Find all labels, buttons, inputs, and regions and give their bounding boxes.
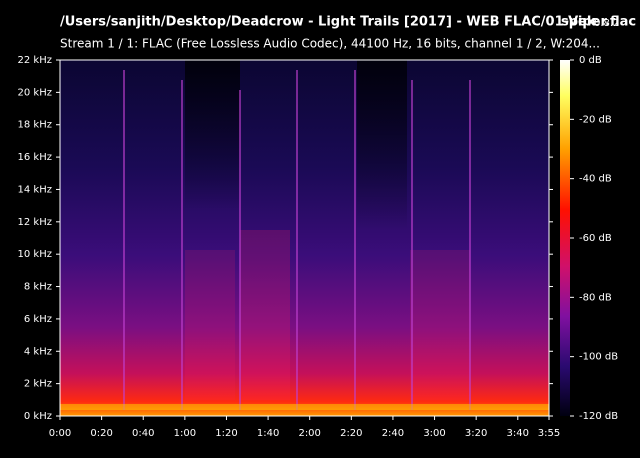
app-name: spek	[561, 15, 596, 30]
chart-title: /Users/sanjith/Desktop/Deadcrow - Light …	[60, 15, 636, 30]
x-tick-label: 3:55	[538, 428, 560, 439]
x-tick-label: 1:40	[257, 428, 279, 439]
y-tick-label: 2 kHz	[24, 379, 52, 390]
colorbar-tick-label: -80 dB	[579, 292, 612, 303]
x-tick-label: 3:00	[423, 428, 445, 439]
subtitle: Stream 1 / 1: FLAC (Free Lossless Audio …	[60, 37, 600, 51]
colorbar-tick-label: 0 dB	[579, 55, 602, 66]
x-tick-label: 2:20	[340, 428, 362, 439]
plot-frame	[59, 59, 550, 417]
x-tick-label: 1:20	[215, 428, 237, 439]
colorbar-tick-label: -40 dB	[579, 174, 612, 185]
x-tick-label: 3:20	[465, 428, 487, 439]
x-tick-label: 1:00	[174, 428, 196, 439]
y-tick-label: 22 kHz	[18, 55, 52, 66]
y-tick-label: 20 kHz	[18, 87, 52, 98]
y-tick-label: 6 kHz	[24, 314, 52, 325]
spectrogram-image	[60, 60, 549, 416]
colorbar-tick-label: -20 dB	[579, 114, 612, 125]
y-tick-label: 18 kHz	[18, 120, 52, 131]
x-tick-label: 0:20	[90, 428, 112, 439]
colorbar-tick-label: -60 dB	[579, 233, 612, 244]
y-tick-label: 0 kHz	[24, 411, 52, 422]
y-tick-label: 14 kHz	[18, 184, 52, 195]
y-tick-label: 4 kHz	[24, 346, 52, 357]
x-tick-label: 0:00	[49, 428, 71, 439]
y-tick-label: 8 kHz	[24, 282, 52, 293]
colorbar-tick-label: -120 dB	[579, 411, 618, 422]
y-tick-label: 16 kHz	[18, 152, 52, 163]
y-tick-label: 12 kHz	[18, 217, 52, 228]
app-version: 0.8.2	[594, 18, 619, 29]
color-bar	[560, 60, 570, 416]
x-tick-label: 3:40	[507, 428, 529, 439]
colorbar-tick-label: -100 dB	[579, 352, 618, 363]
x-tick-label: 0:40	[132, 428, 154, 439]
y-tick-label: 10 kHz	[18, 249, 52, 260]
x-tick-label: 2:40	[382, 428, 404, 439]
x-tick-label: 2:00	[298, 428, 320, 439]
